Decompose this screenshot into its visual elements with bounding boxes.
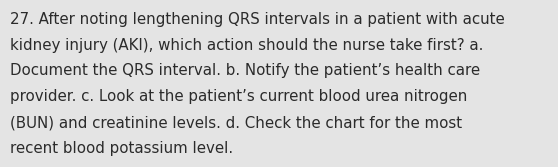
- Text: provider. c. Look at the patient’s current blood urea nitrogen: provider. c. Look at the patient’s curre…: [10, 89, 468, 104]
- Text: Document the QRS interval. b. Notify the patient’s health care: Document the QRS interval. b. Notify the…: [10, 63, 480, 78]
- Text: 27. After noting lengthening QRS intervals in a patient with acute: 27. After noting lengthening QRS interva…: [10, 12, 505, 27]
- Text: recent blood potassium level.: recent blood potassium level.: [10, 141, 233, 156]
- Text: kidney injury (AKI), which action should the nurse take first? a.: kidney injury (AKI), which action should…: [10, 38, 483, 53]
- Text: (BUN) and creatinine levels. d. Check the chart for the most: (BUN) and creatinine levels. d. Check th…: [10, 115, 462, 130]
